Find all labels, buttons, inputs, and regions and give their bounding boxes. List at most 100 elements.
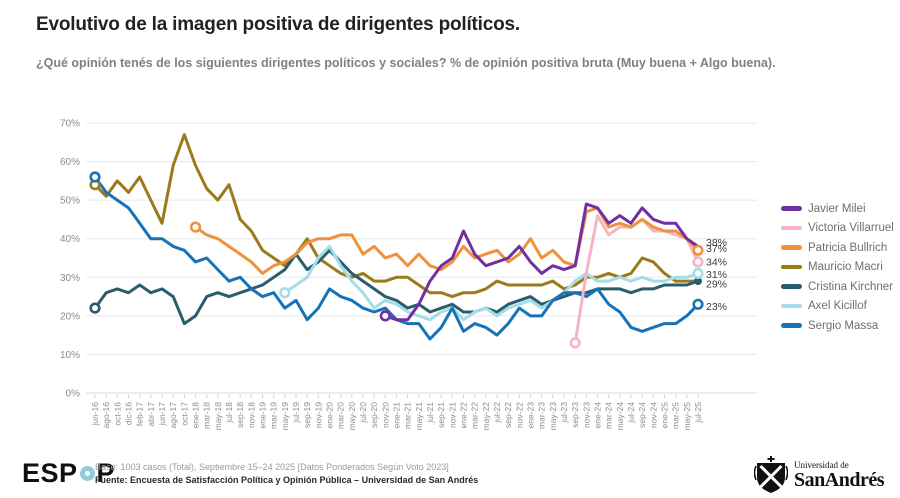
series-line-cristina-kirchner	[93, 248, 700, 326]
series-line-sergio-massa	[93, 175, 700, 341]
y-axis-tick-label: 60%	[60, 157, 80, 168]
x-axis-tick-label: may-21	[414, 402, 424, 431]
end-value-label-axel-kicillof: 31%	[706, 269, 727, 281]
x-axis-tick-label: jul-19	[291, 402, 301, 424]
x-axis-tick-label: jul-25	[693, 402, 703, 424]
y-axis-tick-label: 40%	[60, 234, 80, 245]
x-axis-tick-label: jul-20	[358, 402, 368, 424]
x-axis-tick-label: abr-17	[146, 402, 156, 427]
x-axis-tick-label: mar-24	[604, 402, 614, 429]
source-note: Fuente: Encuesta de Satisfacción Polític…	[95, 474, 479, 485]
y-axis-tick-label: 0%	[66, 389, 81, 400]
espop-logo-text-end: P	[96, 458, 116, 488]
legend-item-mauricio-macri: Mauricio Macri	[781, 261, 894, 274]
university-crest-icon	[754, 456, 789, 493]
x-axis-tick-label: jul-18	[224, 402, 234, 424]
end-value-label-javier-milei: 38%	[706, 237, 727, 249]
universidad-san-andres-logo: Universidad de SanAndrés	[754, 456, 884, 494]
footer: Base: 1003 casos (Total), Septiembre 15–…	[95, 461, 478, 486]
x-axis-tick-label: mar-22	[470, 402, 480, 429]
x-axis-tick-label: mar-25	[671, 402, 681, 429]
legend-label: Sergio Massa	[808, 319, 879, 332]
x-axis-tick-label: sep-20	[369, 402, 379, 428]
x-axis-tick-label: feb-17	[135, 402, 145, 426]
legend-item-cristina-kirchner: Cristina Kirchner	[781, 280, 894, 293]
x-axis-tick-label: ene-25	[660, 402, 670, 429]
x-axis-tick-label: mar-21	[403, 402, 413, 429]
x-axis-tick-label: jul-23	[559, 402, 569, 424]
x-axis-tick-label: ene-22	[459, 402, 469, 429]
y-axis-tick-label: 30%	[60, 273, 80, 284]
end-marker-cristina-kirchner	[694, 277, 702, 286]
y-axis-tick-label: 20%	[60, 311, 80, 322]
university-name-large: SanAndrés	[794, 469, 884, 491]
x-axis-tick-label: jun-17	[157, 402, 167, 427]
university-name: Universidad de SanAndrés	[794, 460, 884, 490]
x-axis-tick-label: may-23	[548, 402, 558, 431]
end-marker-sergio-massa	[692, 298, 704, 310]
legend-label: Victoria Villarruel	[808, 222, 894, 234]
page-title: Evolutivo de la imagen positiva de dirig…	[36, 14, 520, 35]
x-axis-tick-label: mar-23	[537, 402, 547, 429]
x-axis-tick-label: ago-17	[168, 402, 178, 429]
x-axis-tick-label: jul-22	[492, 402, 502, 424]
x-axis-tick-label: may-18	[213, 402, 223, 431]
x-axis-tick-label: mar-20	[336, 402, 346, 429]
legend-swatch-icon	[781, 323, 802, 328]
legend-swatch-icon	[781, 303, 802, 309]
start-marker-sergio-massa	[89, 171, 101, 183]
end-marker-victoria-villarruel	[692, 256, 704, 268]
legend-label: Cristina Kirchner	[808, 280, 893, 293]
x-axis-tick-label: nov-24	[648, 402, 658, 428]
y-axis-tick-label: 10%	[60, 350, 80, 361]
start-marker-javier-milei	[379, 310, 391, 322]
x-axis-tick-label: may-19	[280, 402, 290, 431]
legend-item-patricia-bullrich: Patricia Bullrich	[781, 241, 894, 254]
y-axis-tick-label: 70%	[60, 119, 80, 130]
x-axis-tick-label: nov-18	[246, 402, 256, 428]
x-axis-tick-label: ene-18	[191, 402, 201, 429]
x-axis-tick-label: sep-18	[235, 402, 245, 428]
x-axis-tick-label: may-20	[347, 402, 357, 431]
end-value-label-cristina-kirchner: 29%	[706, 279, 727, 291]
base-note: Base: 1003 casos (Total), Septiembre 15–…	[95, 462, 449, 472]
start-marker-victoria-villarruel	[569, 337, 581, 349]
series-line-patricia-bullrich	[194, 206, 700, 275]
legend-label: Axel Kicillof	[808, 300, 867, 312]
x-axis-tick-label: dic-16	[124, 402, 134, 425]
legend-swatch-icon	[781, 245, 802, 250]
x-axis-tick-label: sep-22	[503, 402, 513, 428]
legend-item-axel-kicillof: Axel Kicillof	[781, 300, 894, 313]
end-value-label-sergio-massa: 23%	[706, 301, 727, 313]
series-line-axel-kicillof	[283, 244, 700, 322]
legend-swatch-icon	[781, 225, 802, 231]
x-axis-tick-label: nov-22	[514, 402, 524, 428]
start-marker-cristina-kirchner	[89, 302, 101, 314]
x-axis-tick-label: nov-19	[313, 402, 323, 428]
series-line-mauricio-macri	[93, 133, 700, 299]
x-axis-tick-label: ene-20	[325, 402, 335, 429]
university-name-small: Universidad de	[794, 460, 849, 470]
x-axis-tick-label: nov-21	[447, 402, 457, 428]
start-marker-patricia-bullrich	[189, 221, 202, 233]
y-axis-tick-label: 50%	[60, 196, 80, 207]
espop-o-ring-icon	[79, 466, 95, 481]
espop-logo-text: ESP	[22, 458, 78, 488]
x-axis-tick-label: ene-19	[258, 402, 268, 429]
x-axis-tick-label: mar-18	[202, 402, 212, 429]
start-marker-axel-kicillof	[279, 287, 291, 299]
x-axis-tick-label: oct-16	[112, 402, 122, 426]
x-axis-tick-label: may-24	[615, 402, 625, 431]
x-axis-tick-label: jun-16	[90, 402, 100, 427]
end-value-label-patricia-bullrich: 37%	[706, 243, 727, 255]
chart-legend: Javier Milei Victoria Villarruel Patricia …	[781, 202, 894, 339]
legend-label: Mauricio Macri	[808, 261, 883, 273]
end-marker-axel-kicillof	[692, 267, 704, 280]
legend-item-javier-milei: Javier Milei	[781, 202, 894, 215]
legend-label: Patricia Bullrich	[808, 241, 888, 254]
x-axis-tick-label: may-25	[682, 402, 692, 431]
x-axis-tick-label: ene-23	[526, 402, 536, 429]
chart-subtitle: ¿Qué opinión tenés de los siguientes dir…	[36, 56, 776, 70]
x-axis-tick-label: sep-23	[570, 402, 580, 428]
x-axis-tick-label: sep-21	[436, 402, 446, 428]
